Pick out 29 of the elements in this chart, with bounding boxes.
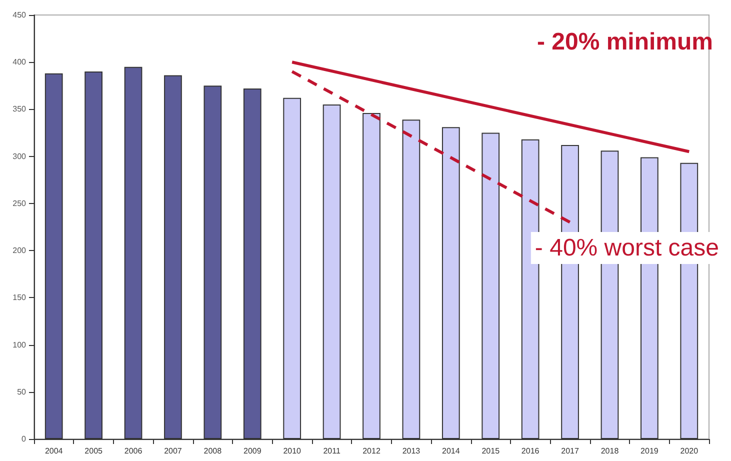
- x-tick-label: 2018: [600, 446, 620, 456]
- y-tick-label: 450: [12, 10, 27, 20]
- x-tick-label: 2013: [402, 446, 421, 456]
- y-tick-label: 250: [12, 198, 27, 208]
- annotation: - 20% minimum: [536, 28, 714, 56]
- x-tick-label: 2016: [521, 446, 540, 456]
- y-tick-label: 50: [17, 387, 27, 396]
- annotation: - 40% worst case: [534, 234, 720, 262]
- x-tick-label: 2020: [680, 446, 699, 456]
- y-tick-label: 100: [12, 340, 27, 350]
- x-tick-label: 2014: [442, 446, 460, 456]
- y-tick-label: 0: [22, 434, 27, 444]
- x-tick-label: 2019: [640, 446, 659, 456]
- y-tick-label: 400: [12, 58, 27, 67]
- x-tick-label: 2006: [124, 446, 143, 456]
- y-tick-label: 150: [12, 293, 27, 302]
- x-tick-label: 2011: [323, 446, 341, 456]
- x-tick-label: 2015: [482, 446, 500, 456]
- x-tick-label: 2012: [362, 446, 381, 456]
- y-tick-label: 200: [12, 246, 27, 256]
- x-tick-label: 2009: [243, 446, 262, 456]
- x-tick-label: 2005: [84, 446, 104, 456]
- x-tick-label: 2017: [561, 446, 580, 456]
- y-tick-label: 300: [12, 152, 27, 161]
- y-tick-label: 350: [12, 104, 27, 114]
- x-tick-label: 2007: [164, 446, 182, 456]
- x-tick-label: 2004: [44, 446, 64, 456]
- x-tick-label: 2008: [204, 446, 222, 456]
- x-tick-label: 2010: [283, 446, 302, 456]
